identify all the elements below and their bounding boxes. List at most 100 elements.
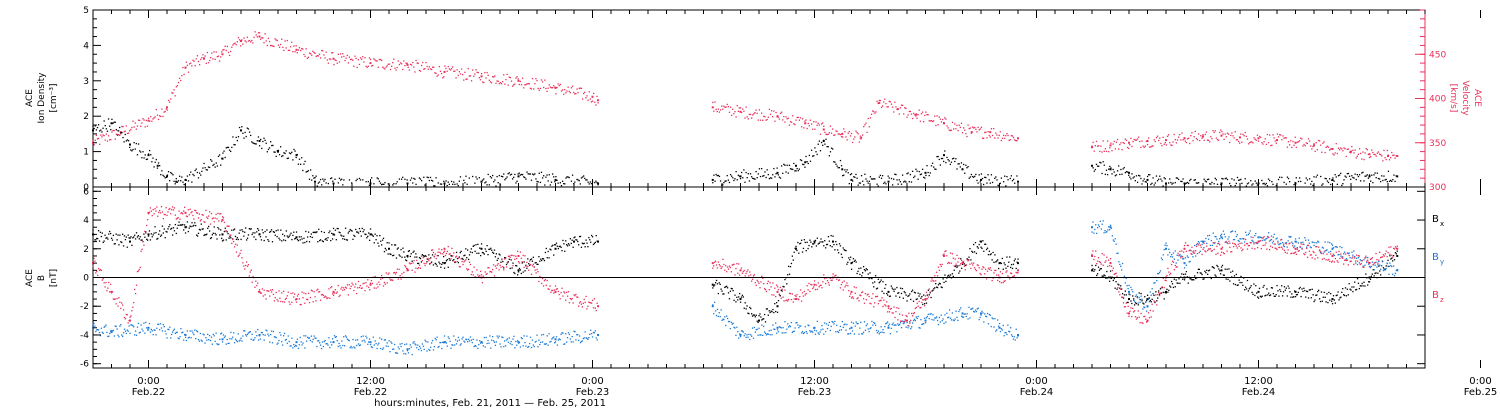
data-sample	[262, 334, 264, 336]
data-sample	[282, 344, 284, 346]
data-sample	[256, 36, 258, 38]
data-sample	[782, 172, 784, 175]
data-sample	[380, 240, 382, 242]
data-sample	[97, 137, 100, 140]
data-sample	[345, 57, 347, 59]
data-sample	[180, 212, 182, 215]
data-sample	[1286, 176, 1289, 178]
data-sample	[150, 115, 152, 118]
data-sample	[566, 244, 568, 246]
data-sample	[537, 346, 539, 348]
data-sample	[312, 301, 314, 303]
data-point	[221, 157, 224, 160]
data-sample	[906, 116, 908, 118]
data-sample	[485, 77, 487, 79]
data-sample	[295, 301, 298, 303]
data-sample	[185, 226, 188, 228]
data-sample	[1328, 291, 1330, 294]
data-sample	[738, 292, 741, 295]
data-sample	[587, 181, 589, 183]
data-sample	[331, 338, 334, 340]
data-sample	[440, 266, 442, 268]
data-sample	[947, 316, 949, 319]
data-sample	[208, 339, 210, 341]
series-right-segment-0	[92, 31, 600, 146]
data-sample	[1252, 293, 1254, 295]
data-sample	[1371, 174, 1373, 176]
data-sample	[95, 239, 97, 241]
data-sample	[442, 255, 445, 258]
data-sample	[1318, 140, 1321, 142]
data-sample	[341, 286, 343, 288]
data-sample	[195, 58, 197, 60]
data-sample	[98, 331, 101, 334]
data-sample	[846, 139, 848, 141]
data-sample	[1181, 273, 1183, 275]
data-sample	[1390, 258, 1392, 260]
data-sample	[546, 257, 548, 259]
data-sample	[1148, 297, 1151, 299]
data-sample	[889, 332, 892, 335]
data-sample	[528, 263, 530, 265]
data-sample	[118, 336, 120, 338]
data-sample	[1355, 178, 1357, 181]
data-sample	[440, 341, 442, 344]
data-sample	[492, 340, 495, 342]
data-sample	[785, 331, 787, 334]
data-sample	[794, 170, 796, 172]
data-sample	[514, 347, 516, 349]
data-sample	[1243, 135, 1245, 137]
data-sample	[515, 77, 517, 79]
data-sample	[368, 338, 371, 340]
data-sample	[794, 247, 796, 249]
data-sample	[99, 334, 102, 337]
data-sample	[876, 183, 878, 185]
data-sample	[931, 290, 933, 292]
data-sample	[410, 346, 412, 348]
data-sample	[758, 109, 761, 111]
data-sample	[146, 327, 148, 329]
data-sample	[1113, 277, 1115, 280]
data-sample	[171, 172, 173, 175]
data-sample	[1198, 242, 1200, 244]
data-sample	[408, 348, 411, 350]
data-sample	[368, 184, 371, 187]
data-sample	[270, 44, 272, 47]
data-sample	[1331, 148, 1333, 150]
data-sample	[399, 62, 402, 64]
data-sample	[737, 174, 739, 176]
data-sample	[456, 69, 458, 71]
data-point	[258, 290, 261, 293]
data-sample	[723, 182, 725, 184]
data-sample	[793, 162, 795, 165]
data-sample	[953, 269, 955, 271]
data-sample	[850, 132, 853, 135]
data-sample	[834, 161, 836, 163]
series-right-segment-2	[1091, 129, 1399, 162]
data-sample	[949, 129, 951, 132]
data-sample	[1336, 294, 1338, 296]
data-sample	[1331, 303, 1334, 305]
data-sample	[867, 273, 869, 275]
data-sample	[277, 300, 279, 302]
data-sample	[773, 311, 775, 314]
data-sample	[1282, 291, 1285, 293]
data-sample	[243, 265, 245, 267]
data-sample	[210, 237, 213, 239]
data-sample	[436, 254, 438, 257]
data-sample	[206, 51, 209, 54]
data-sample	[822, 328, 824, 330]
data-sample	[859, 327, 861, 329]
data-sample	[926, 165, 928, 167]
data-sample	[283, 49, 285, 52]
data-sample	[1342, 150, 1344, 152]
data-sample	[355, 57, 357, 60]
data-sample	[471, 341, 473, 344]
data-sample	[995, 132, 997, 134]
data-sample	[379, 58, 382, 61]
data-sample	[264, 33, 266, 35]
data-sample	[995, 176, 997, 178]
data-point	[258, 35, 261, 38]
data-sample	[1289, 236, 1291, 238]
data-sample	[995, 261, 997, 263]
